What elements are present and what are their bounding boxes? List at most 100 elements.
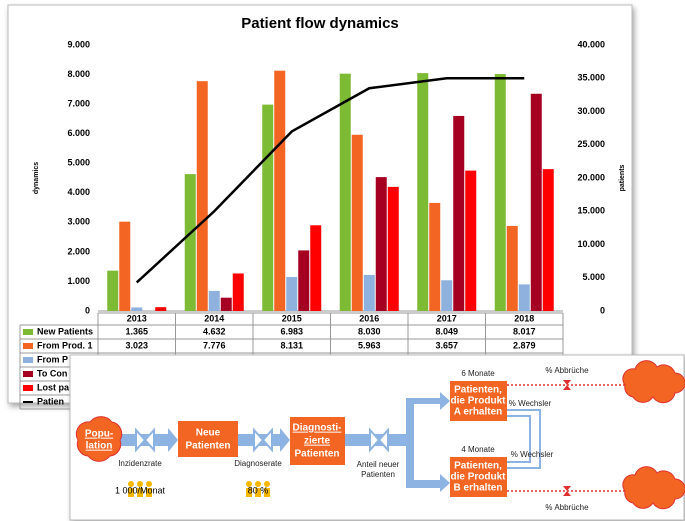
y-tick-label: 4.000 xyxy=(67,187,90,197)
y-tick-label: 5.000 xyxy=(67,158,90,168)
y-tick-label: 0 xyxy=(85,305,90,315)
node-label: B erhalten xyxy=(454,483,503,494)
icon xyxy=(137,481,143,487)
icon xyxy=(137,488,143,497)
x-tick-label: 2013 xyxy=(127,313,147,323)
x-tick-label: 2014 xyxy=(204,313,224,323)
node-label: die Produkt xyxy=(450,472,506,483)
flow-label: 6 Monate xyxy=(461,369,495,378)
node-label: Patienten xyxy=(185,441,230,452)
bar xyxy=(286,277,298,311)
icon-label: 1 000/Monat xyxy=(115,485,166,495)
node-label: Popu- xyxy=(85,429,113,440)
bar xyxy=(363,274,375,311)
dropout-valves xyxy=(563,380,571,496)
y-tick-label: 1.000 xyxy=(67,276,90,286)
icon xyxy=(264,488,270,497)
icon xyxy=(146,488,152,497)
y2-tick-label: 5.000 xyxy=(582,272,605,282)
y-tick-label: 3.000 xyxy=(67,217,90,227)
icon xyxy=(255,488,261,497)
y2-tick-label: 40.000 xyxy=(577,39,605,49)
data-label: 8.030 xyxy=(358,326,381,336)
box xyxy=(178,421,238,457)
bar xyxy=(375,177,387,311)
bar xyxy=(196,81,208,312)
valve xyxy=(563,380,571,390)
icon xyxy=(246,481,252,487)
node-label: A erhalten xyxy=(454,407,503,418)
y-tick-label: 8.000 xyxy=(67,69,90,79)
bar xyxy=(429,202,441,311)
node-label: Diagnosti- xyxy=(293,423,342,434)
loop xyxy=(507,415,531,463)
flow-label: Diagnoserate xyxy=(234,459,282,468)
data-label: 7.776 xyxy=(203,340,226,350)
data-label: 3.023 xyxy=(125,340,148,350)
bar xyxy=(220,297,232,311)
loop xyxy=(507,409,541,469)
bar xyxy=(208,290,220,311)
flow-label: % Abbrüche xyxy=(545,503,589,512)
switch-loops xyxy=(507,409,541,469)
legend-label: Lost pa xyxy=(37,382,70,392)
legend-swatch xyxy=(23,357,33,363)
bar xyxy=(494,74,506,312)
icon xyxy=(246,488,252,497)
data-label: 8.049 xyxy=(435,326,458,336)
data-label: 3.657 xyxy=(435,340,458,350)
branch xyxy=(406,398,414,488)
flow-label: % Wechsler xyxy=(509,399,552,408)
people-icons xyxy=(128,481,270,497)
bar xyxy=(542,169,554,311)
node-label: Neue xyxy=(196,428,221,439)
data-label: 8.017 xyxy=(513,326,536,336)
bar xyxy=(351,134,363,311)
flow-label: Patienten xyxy=(361,470,395,479)
legend-label: To Con xyxy=(37,368,67,378)
valve xyxy=(563,486,571,496)
data-label: 8.131 xyxy=(280,340,303,350)
flow-label: % Wechsler xyxy=(511,450,554,459)
y2-axis-title: patients xyxy=(619,164,626,191)
y-tick-label: 9.000 xyxy=(67,39,90,49)
bar xyxy=(155,307,167,311)
data-label: 1.365 xyxy=(125,326,148,336)
bar xyxy=(131,307,143,311)
bar xyxy=(518,284,530,311)
bar xyxy=(119,221,131,311)
flow-label: Anteil neuer xyxy=(357,460,400,469)
legend-label: From P xyxy=(37,354,68,364)
diagram: Popu- lation Neue Patienten Diagnosti- z… xyxy=(69,354,685,521)
bar xyxy=(184,174,196,311)
y-tick-label: 6.000 xyxy=(67,128,90,138)
box xyxy=(450,457,507,497)
y2-tick-label: 30.000 xyxy=(577,106,605,116)
chart-frame xyxy=(7,4,633,404)
bar xyxy=(506,225,518,311)
x-tick-label: 2017 xyxy=(437,313,457,323)
bar xyxy=(232,273,244,311)
legend-swatch xyxy=(23,371,33,377)
icon-label: 80 % xyxy=(248,485,269,495)
bar xyxy=(339,73,351,312)
valve xyxy=(253,427,273,453)
flow-label: Inzidenzrate xyxy=(118,459,162,468)
icon xyxy=(128,488,134,497)
bar xyxy=(107,270,119,311)
icon xyxy=(264,481,270,487)
node-label: zierte xyxy=(304,436,331,447)
node-label: Patienten xyxy=(294,449,339,460)
legend-label: New Patients xyxy=(37,326,93,336)
flow-label: 4 Monate xyxy=(461,445,495,454)
node-label: die Produkt xyxy=(450,396,506,407)
legend-swatch xyxy=(23,385,33,391)
y2-tick-label: 35.000 xyxy=(577,73,605,83)
valves xyxy=(135,427,389,453)
data-label: 2.879 xyxy=(513,340,536,350)
chart: Patient flow dynamics dynamics patients … xyxy=(19,15,626,410)
legend-label: From Prod. 1 xyxy=(37,340,93,350)
flow-label: % Abbrüche xyxy=(545,366,589,375)
bar xyxy=(262,104,274,311)
